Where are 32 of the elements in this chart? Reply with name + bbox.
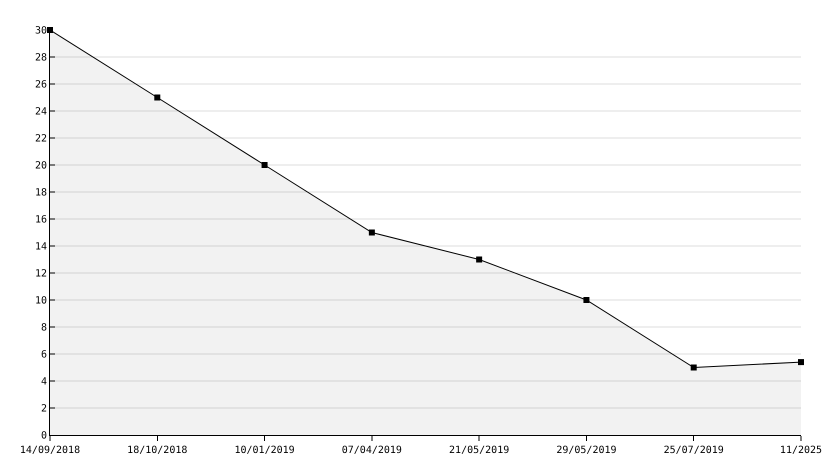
y-tick-label: 30 [34, 26, 47, 36]
y-tick-label: 28 [34, 52, 47, 64]
x-tick-label: 14/09/2018 [20, 445, 80, 456]
point [476, 256, 482, 262]
y-tick-label: 26 [34, 80, 47, 90]
y-tick-label: 0 [40, 430, 47, 442]
y-tick-label: 22 [34, 134, 47, 144]
point [690, 364, 697, 370]
y-tick-label: 20 [34, 160, 47, 172]
y-tick-label: 18 [34, 188, 47, 198]
x-tick-label: 21/05/2019 [449, 445, 510, 456]
y-tick-label: 24 [34, 106, 47, 118]
x-tick-label: 11/2025 [780, 445, 822, 456]
x-tick-label: 10/01/2019 [234, 445, 295, 456]
y-tick-label: 10 [34, 296, 47, 306]
point [368, 230, 375, 236]
point [262, 162, 268, 168]
point [47, 27, 53, 33]
y-tick-label: 8 [40, 322, 47, 334]
point [583, 297, 590, 303]
y-tick-label: 4 [40, 376, 47, 388]
y-tick-label: 16 [34, 214, 47, 226]
y-tick-label: 2 [40, 404, 47, 414]
y-tick-label: 14 [34, 242, 47, 252]
x-tick-label: 29/05/2019 [556, 445, 617, 456]
x-tick-label: 07/04/2019 [342, 445, 402, 456]
y-tick-label: 6 [40, 350, 47, 360]
x-tick-label: 18/10/2018 [127, 445, 188, 456]
x-tick-label: 25/07/2019 [664, 445, 724, 456]
point [154, 94, 160, 100]
point [798, 359, 804, 366]
y-tick-label: 12 [34, 268, 47, 280]
